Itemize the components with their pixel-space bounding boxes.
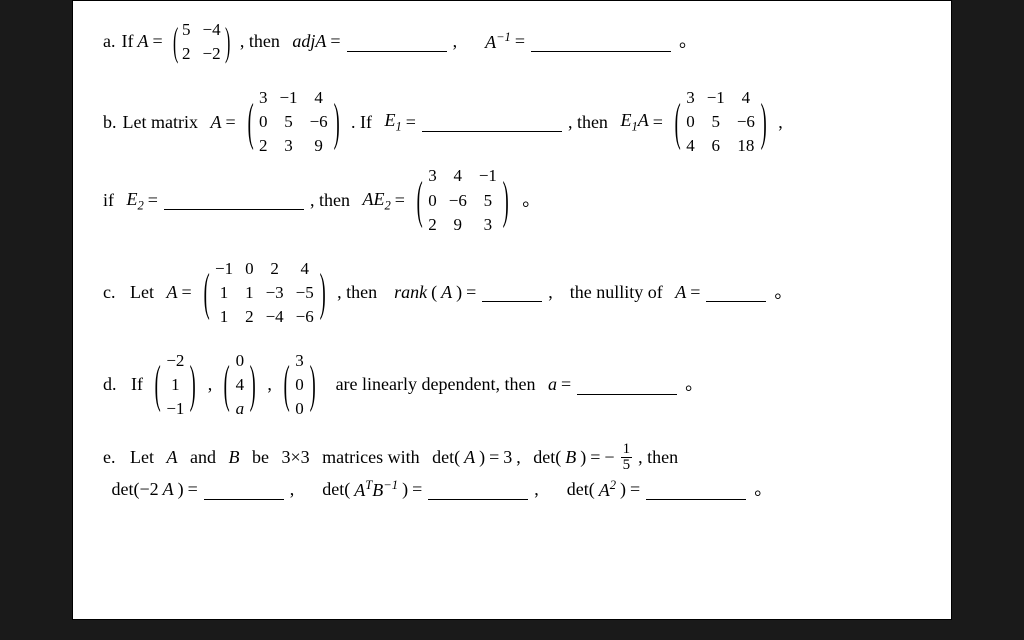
matrix-b1: ( 3−14 05−6 239 ) (242, 87, 345, 157)
problem-a: a. If A = ( 5−4 2−2 ) , then adjA = , A−… (103, 19, 921, 65)
blank-E2 (164, 191, 304, 210)
let-matrix: Let matrix (123, 111, 198, 134)
vec-d2: ( 04a ) (218, 350, 261, 420)
eq: = (153, 30, 163, 53)
problem-b-line2: if E2 = , then AE2 = ( 34−1 0−65 293 ) 。 (103, 165, 921, 235)
blank-nullity (706, 283, 766, 302)
label-e: e. (103, 446, 116, 469)
label-a: a. (103, 30, 116, 53)
blank-adjA (347, 33, 447, 52)
then: , then (240, 30, 280, 53)
matrix-b3: ( 34−1 0−65 293 ) (411, 165, 514, 235)
blank-Ainv (531, 33, 671, 52)
vec-d3: ( 300 ) (278, 350, 321, 420)
blank-detA2 (646, 481, 746, 500)
var-A: A (138, 30, 149, 53)
problem-e-line2: det(−2A) = , det(ATB−1) = , det(A2) = 。 (103, 477, 921, 502)
problem-e-line1: e. Let A and B be 3×3 matrices with det(… (103, 442, 921, 473)
adjA: adjA (292, 30, 326, 53)
page: a. If A = ( 5−4 2−2 ) , then adjA = , A−… (72, 0, 952, 620)
label-d: d. (103, 373, 117, 396)
matrix-b2: ( 3−14 05−6 4618 ) (669, 87, 772, 157)
Ainv: A−1 (485, 29, 511, 54)
blank-detATBinv (428, 481, 528, 500)
vec-d1: ( −21−1 ) (149, 350, 202, 420)
fraction: 1 5 (621, 442, 633, 473)
blank-det2A (204, 481, 284, 500)
problem-b-line1: b. Let matrix A = ( 3−14 05−6 239 ) . If… (103, 87, 921, 157)
text-if: If (122, 30, 134, 53)
matrix-a1: ( 5−4 2−2 ) (169, 19, 234, 65)
matrix-c: ( −1024 11−3−5 12−4−6 ) (198, 258, 331, 328)
label-c: c. (103, 281, 116, 304)
label-b: b. (103, 111, 117, 134)
blank-rank (482, 283, 542, 302)
blank-E1 (422, 113, 562, 132)
problem-d: d. If ( −21−1 ) , ( 04a ) , ( 300 ) are (103, 350, 921, 420)
blank-a (577, 376, 677, 395)
if2: if (103, 189, 114, 212)
problem-c: c. Let A = ( −1024 11−3−5 12−4−6 ) , the… (103, 258, 921, 328)
